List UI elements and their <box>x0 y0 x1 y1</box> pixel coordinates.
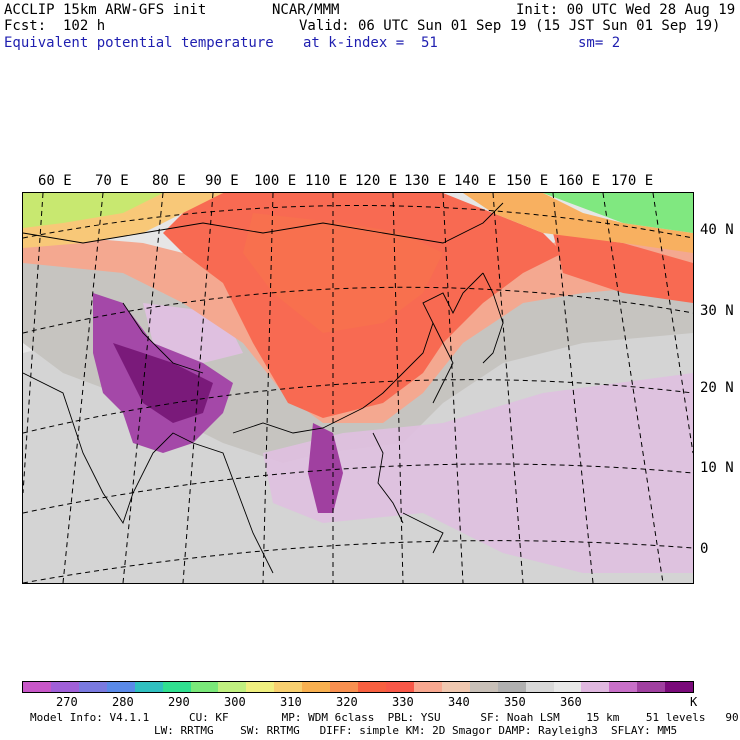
lat-label: 0 <box>700 541 709 557</box>
lat-label: 40 N <box>700 222 734 238</box>
colorbar-swatch <box>330 682 359 692</box>
orange-northeast <box>463 193 693 253</box>
lat-label: 20 N <box>700 380 734 396</box>
colorbar-swatch <box>413 682 442 692</box>
colorbar-swatch <box>23 682 51 692</box>
colorbar-swatch <box>497 682 526 692</box>
colorbar-swatch <box>441 682 470 692</box>
colorbar-swatch <box>106 682 135 692</box>
colorbar-swatch <box>190 682 219 692</box>
colorbar-swatch <box>665 682 694 692</box>
red-core <box>243 213 443 333</box>
lon-label: 150 E <box>506 173 549 189</box>
colorbar-tick-label: 290 <box>168 695 190 709</box>
lon-label: 70 E <box>95 173 129 189</box>
lon-label: 140 E <box>454 173 497 189</box>
map-svg <box>23 193 693 583</box>
colorbar-tick-label: 280 <box>112 695 134 709</box>
colorbar <box>22 681 694 693</box>
colorbar-swatch <box>609 682 638 692</box>
colorbar-tick-label: 320 <box>336 695 358 709</box>
lon-label: 100 E <box>254 173 297 189</box>
colorbar-swatch <box>246 682 275 692</box>
colorbar-swatch <box>469 682 498 692</box>
colorbar-swatch <box>50 682 79 692</box>
model-title: ACCLIP 15km ARW-GFS init <box>4 2 207 18</box>
colorbar-swatch <box>581 682 610 692</box>
colorbar-swatch <box>637 682 666 692</box>
valid-time: Valid: 06 UTC Sun 01 Sep 19 (15 JST Sun … <box>299 18 721 34</box>
coastlines <box>23 202 504 574</box>
colorbar-swatch <box>134 682 163 692</box>
red-zone-east <box>553 233 693 303</box>
lon-label: 120 E <box>355 173 398 189</box>
purple-monsoon-core <box>113 343 213 423</box>
lon-label: 60 E <box>38 173 72 189</box>
colorbar-tick-label: 300 <box>224 695 246 709</box>
lon-label: 170 E <box>611 173 654 189</box>
model-info-line2: LW: RRTMG SW: RRTMG DIFF: simple KM: 2D … <box>154 724 678 737</box>
colorbar-unit: K <box>690 695 698 709</box>
model-info-line1: Model Info: V4.1.1 CU: KF MP: WDM 6class… <box>30 711 740 724</box>
k-index-label: at k-index = 51 <box>303 35 438 51</box>
org-label: NCAR/MMM <box>272 2 340 18</box>
ocean-purple-zone <box>263 373 693 573</box>
colorbar-swatch <box>78 682 107 692</box>
colorbar-swatch <box>385 682 414 692</box>
colorbar-tick-label: 270 <box>56 695 78 709</box>
purple-monsoon-east <box>308 423 343 513</box>
graticule <box>23 193 693 583</box>
colorbar-tick-label: 350 <box>504 695 526 709</box>
colorbar-swatch <box>218 682 247 692</box>
colorbar-swatch <box>358 682 386 692</box>
colorbar-swatch <box>302 682 331 692</box>
colorbar-swatch <box>162 682 191 692</box>
colorbar-tick-label: 360 <box>560 695 582 709</box>
lat-label: 10 N <box>700 460 734 476</box>
yellow-green-north <box>23 193 163 228</box>
green-northeast <box>543 193 693 233</box>
lon-label: 90 E <box>205 173 239 189</box>
lon-label: 110 E <box>305 173 348 189</box>
colorbar-tick-label: 340 <box>448 695 470 709</box>
colorbar-swatch <box>274 682 303 692</box>
colorbar-swatch <box>553 682 582 692</box>
forecast-hour: Fcst: 102 h <box>4 18 106 34</box>
lon-label: 160 E <box>558 173 601 189</box>
field-name: Equivalent potential temperature <box>4 35 274 51</box>
colorbar-tick-label: 310 <box>280 695 302 709</box>
smoothing-label: sm= 2 <box>578 35 621 51</box>
lat-label: 30 N <box>700 303 734 319</box>
colorbar-swatch <box>525 682 554 692</box>
lon-label: 80 E <box>152 173 186 189</box>
colorbar-tick-label: 330 <box>392 695 414 709</box>
map-panel <box>22 192 694 584</box>
lon-label: 130 E <box>404 173 447 189</box>
init-time: Init: 00 UTC Wed 28 Aug 19 <box>516 2 736 18</box>
